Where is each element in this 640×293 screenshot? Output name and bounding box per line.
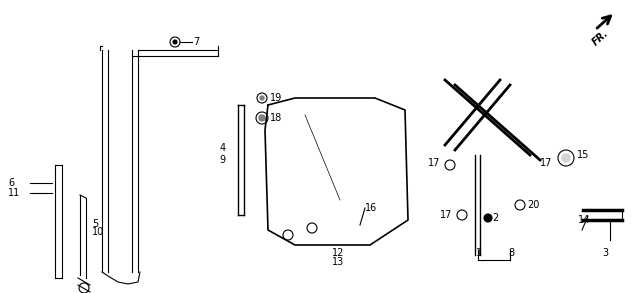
Text: 17: 17: [540, 158, 552, 168]
Circle shape: [260, 96, 264, 100]
Text: 2: 2: [492, 213, 499, 223]
Text: 13: 13: [332, 257, 344, 267]
Text: FR.: FR.: [590, 28, 610, 47]
Text: 15: 15: [577, 150, 589, 160]
Text: 10: 10: [92, 227, 104, 237]
Text: 1: 1: [476, 248, 482, 258]
Text: 16: 16: [365, 203, 377, 213]
Circle shape: [562, 154, 570, 162]
Text: 5: 5: [92, 219, 99, 229]
Text: 19: 19: [270, 93, 282, 103]
Circle shape: [173, 40, 177, 44]
Text: 17: 17: [440, 210, 452, 220]
Text: 8: 8: [508, 248, 514, 258]
Text: 6: 6: [8, 178, 14, 188]
Text: 20: 20: [527, 200, 540, 210]
Circle shape: [259, 115, 265, 121]
Text: 11: 11: [8, 188, 20, 198]
Text: 7: 7: [193, 37, 199, 47]
Circle shape: [484, 214, 492, 222]
Text: 4: 4: [220, 143, 226, 153]
Text: 3: 3: [602, 248, 608, 258]
Text: 9: 9: [220, 155, 226, 165]
Text: 17: 17: [428, 158, 440, 168]
Text: 12: 12: [332, 248, 344, 258]
Text: 18: 18: [270, 113, 282, 123]
Text: 14: 14: [578, 215, 590, 225]
